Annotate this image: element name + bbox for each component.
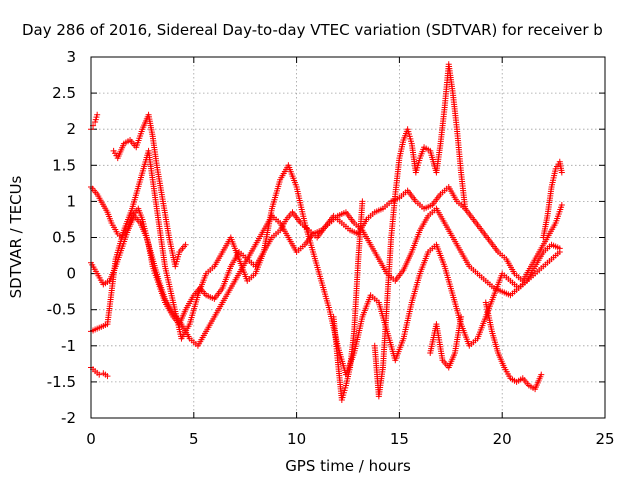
y-tick-label: 0 xyxy=(66,265,76,283)
data-point xyxy=(359,198,366,205)
x-tick-label: 15 xyxy=(390,430,409,448)
x-tick-label: 25 xyxy=(595,430,614,448)
y-tick-label: 2 xyxy=(66,120,76,138)
y-tick-label: 1.5 xyxy=(52,156,76,174)
x-tick-labels: 0 5 10 15 20 25 xyxy=(86,430,614,448)
y-tick-label: 2.5 xyxy=(52,84,76,102)
data-point xyxy=(538,371,545,378)
data-point xyxy=(182,241,189,248)
y-tick-label: 1 xyxy=(66,192,76,210)
data-point xyxy=(462,205,469,212)
data-point xyxy=(558,202,565,209)
y-tick-labels: -2 -1.5 -1 -0.5 0 0.5 1 1.5 2 2.5 3 xyxy=(47,48,76,427)
y-tick-label: -1.5 xyxy=(47,373,76,391)
x-tick-label: 10 xyxy=(287,430,306,448)
data-point xyxy=(558,169,565,176)
x-tick-label: 0 xyxy=(86,430,96,448)
plot-frame xyxy=(90,56,606,419)
data-points xyxy=(88,61,565,403)
data-point xyxy=(94,111,101,118)
chart-title: Day 286 of 2016, Sidereal Day-to-day VTE… xyxy=(22,21,603,39)
x-tick-label: 5 xyxy=(189,430,199,448)
y-tick-label: 0.5 xyxy=(52,229,76,247)
data-point xyxy=(96,371,103,378)
data-point xyxy=(104,373,111,380)
y-tick-label: -2 xyxy=(61,409,76,427)
x-axis-label: GPS time / hours xyxy=(285,457,411,475)
data-point xyxy=(556,245,563,252)
y-tick-label: -0.5 xyxy=(47,301,76,319)
y-axis-label: SDTVAR / TECUs xyxy=(7,175,25,298)
y-tick-label: -1 xyxy=(61,337,76,355)
y-tick-label: 3 xyxy=(66,48,76,66)
data-point xyxy=(458,313,465,320)
x-tick-label: 20 xyxy=(493,430,512,448)
